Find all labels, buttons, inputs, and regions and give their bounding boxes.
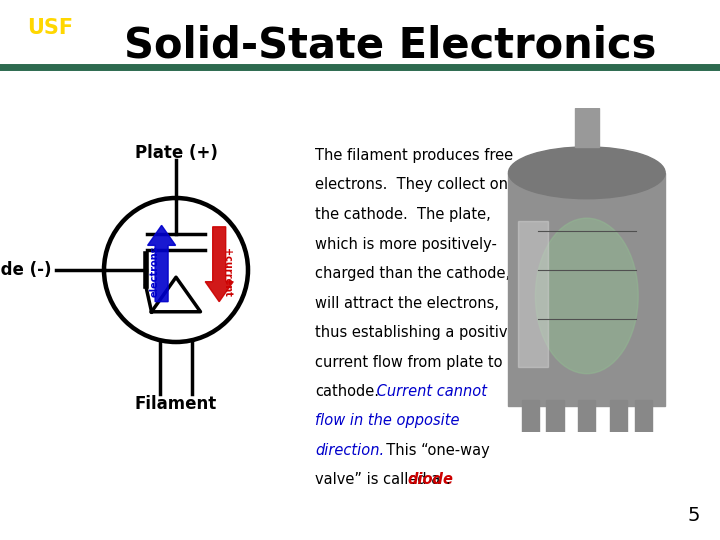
- FancyArrow shape: [148, 225, 176, 302]
- Bar: [610, 400, 627, 432]
- FancyArrow shape: [205, 227, 233, 302]
- Bar: [575, 108, 599, 147]
- Text: USF: USF: [27, 18, 73, 38]
- Text: the cathode.  The plate,: the cathode. The plate,: [315, 207, 491, 222]
- Text: electrons.  They collect on: electrons. They collect on: [315, 178, 508, 192]
- Ellipse shape: [508, 147, 665, 199]
- Text: Plate (+): Plate (+): [135, 144, 217, 162]
- Text: Filament: Filament: [135, 395, 217, 413]
- Ellipse shape: [536, 218, 638, 374]
- Bar: [578, 400, 595, 432]
- Text: UNIVERSITY OF
SOUTH FLORIDA: UNIVERSITY OF SOUTH FLORIDA: [30, 47, 71, 58]
- Text: charged than the cathode,: charged than the cathode,: [315, 266, 510, 281]
- Text: will attract the electrons,: will attract the electrons,: [315, 295, 499, 310]
- Text: Current cannot: Current cannot: [372, 384, 487, 399]
- Text: .: .: [445, 472, 450, 488]
- Bar: [518, 221, 548, 367]
- Text: which is more positively-: which is more positively-: [315, 237, 497, 252]
- Text: current flow from plate to: current flow from plate to: [315, 354, 503, 369]
- Text: +current: +current: [222, 248, 232, 296]
- Text: The filament produces free: The filament produces free: [315, 148, 513, 163]
- Text: diode: diode: [407, 472, 453, 488]
- Text: direction.: direction.: [315, 443, 384, 458]
- Text: flow in the opposite: flow in the opposite: [315, 414, 459, 429]
- Text: Cathode (-): Cathode (-): [0, 261, 52, 279]
- Text: electrons: electrons: [150, 246, 160, 297]
- Bar: [546, 400, 564, 432]
- Text: thus establishing a positive: thus establishing a positive: [315, 325, 516, 340]
- Bar: [634, 400, 652, 432]
- Text: 5: 5: [688, 506, 700, 525]
- Bar: [522, 400, 539, 432]
- Text: This “one-way: This “one-way: [377, 443, 490, 458]
- Text: valve” is called a: valve” is called a: [315, 472, 445, 488]
- Text: Solid-State Electronics: Solid-State Electronics: [124, 24, 656, 66]
- Text: cathode.: cathode.: [315, 384, 379, 399]
- Bar: [508, 173, 665, 406]
